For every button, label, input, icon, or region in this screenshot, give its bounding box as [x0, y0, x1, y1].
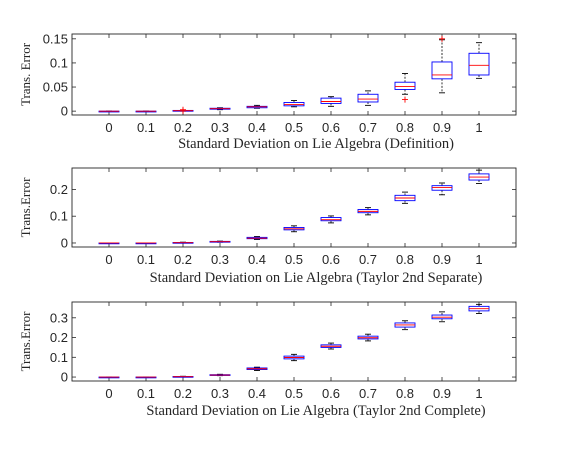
box-0.9 [431, 35, 453, 94]
x-tick-label: 0.8 [396, 386, 414, 401]
chart-panel-2: 0 0.1 0.2 0 0.1 0.2 0.3 0.4 0.5 0.6 0.7 0.8 0.9 1 Stan… [18, 167, 517, 286]
chart-panel-3: 0 0.1 0.2 0.3 0 0.1 0.2 0.3 0.4 0.5 0.6 0.7 0.8 0.9 1 S… [18, 301, 517, 419]
x-tick-label: 0.7 [359, 252, 377, 267]
x-tick-label: 0 [105, 252, 112, 267]
box-1 [468, 303, 490, 314]
x-tick-label: 0.6 [322, 252, 340, 267]
x-axis-label: Standard Deviation on Lie Algebra (Taylo… [146, 403, 485, 419]
outlier-marker [439, 35, 445, 42]
x-tick-label: 0.4 [248, 252, 266, 267]
x-tick-label: 0.7 [359, 120, 377, 135]
chart-panel-1: 0 0.05 0.1 0.15 0 0.1 0.2 0.3 0.4 0.5 0.6 0.7 0.8 0.9… [18, 31, 517, 152]
x-tick-label: 0.1 [137, 120, 155, 135]
iqr-box [468, 52, 490, 76]
x-tick-label: 0.1 [137, 386, 155, 401]
box-0.7 [357, 333, 379, 342]
box-0.4 [246, 236, 268, 240]
iqr-box [320, 97, 342, 104]
box-0.5 [283, 353, 305, 362]
x-tick-label: 0.6 [322, 386, 340, 401]
x-tick-label: 0.2 [174, 120, 192, 135]
x-tick-label: 0.8 [396, 120, 414, 135]
y-tick-label: 0.1 [50, 209, 68, 224]
plot-frame [71, 167, 517, 248]
y-tick-label: 0 [61, 370, 68, 385]
y-axis-label: Trans. Error [18, 42, 33, 106]
box-0.4 [246, 366, 268, 371]
box-0.9 [431, 182, 453, 196]
x-tick-label: 0.3 [211, 120, 229, 135]
box-1 [468, 169, 490, 184]
box-0.3 [209, 240, 231, 243]
x-tick-label: 0.2 [174, 252, 192, 267]
y-tick-label: 0.15 [43, 31, 68, 46]
x-tick-label: 0.7 [359, 386, 377, 401]
x-tick-label: 0.9 [433, 386, 451, 401]
iqr-box [431, 61, 453, 80]
x-tick-label: 0 [105, 120, 112, 135]
x-tick-label: 0.9 [433, 120, 451, 135]
y-tick-label: 0.05 [43, 80, 68, 95]
y-tick-label: 0.1 [50, 55, 68, 70]
y-axis-label: Trans.Error [18, 311, 33, 371]
x-tick-label: 1 [475, 252, 482, 267]
plot-frame [71, 301, 517, 382]
box-0.1 [135, 376, 157, 379]
box-0.9 [431, 311, 453, 323]
outlier-marker [180, 107, 186, 114]
x-tick-label: 0.9 [433, 252, 451, 267]
x-axis-label: Standard Deviation on Lie Algebra (Taylo… [150, 270, 483, 286]
x-tick-label: 0.3 [211, 252, 229, 267]
box-0.3 [209, 107, 231, 111]
y-tick-label: 0.2 [50, 330, 68, 345]
x-tick-label: 0.1 [137, 252, 155, 267]
box-0.4 [246, 104, 268, 109]
y-tick-label: 0 [61, 235, 68, 250]
y-tick-label: 0.3 [50, 310, 68, 325]
x-tick-label: 0.3 [211, 386, 229, 401]
box-0.2 [172, 241, 194, 244]
box-0 [98, 242, 120, 245]
x-tick-label: 0 [105, 386, 112, 401]
box-0.2 [172, 375, 194, 378]
x-tick-label: 0.2 [174, 386, 192, 401]
box-0.8 [394, 320, 416, 331]
y-tick-label: 0.2 [50, 182, 68, 197]
box-0.1 [135, 242, 157, 245]
box-0.5 [283, 225, 305, 233]
box-0.8 [394, 191, 416, 204]
box-0.6 [320, 96, 342, 107]
iqr-box [320, 217, 342, 222]
box-0.8 [394, 73, 416, 103]
y-axis-label: Trans.Error [18, 177, 33, 237]
x-tick-label: 0.4 [248, 120, 266, 135]
box-0 [98, 376, 120, 379]
x-tick-label: 0.8 [396, 252, 414, 267]
x-tick-label: 1 [475, 120, 482, 135]
x-tick-label: 0.6 [322, 120, 340, 135]
x-tick-label: 0.5 [285, 252, 303, 267]
iqr-box [394, 81, 416, 90]
box-0.6 [320, 342, 342, 350]
box-0.7 [357, 207, 379, 216]
box-0.6 [320, 215, 342, 224]
box-0.5 [283, 100, 305, 108]
x-tick-label: 0.5 [285, 386, 303, 401]
box-0.7 [357, 90, 379, 106]
x-tick-label: 1 [475, 386, 482, 401]
outlier-marker [402, 96, 408, 103]
box-0.2 [172, 106, 194, 114]
iqr-box [357, 93, 379, 103]
box-1 [468, 42, 490, 79]
y-tick-label: 0.1 [50, 350, 68, 365]
y-tick-label: 0 [61, 104, 68, 119]
x-tick-label: 0.5 [285, 120, 303, 135]
x-axis-label: Standard Deviation on Lie Algebra (Defin… [178, 136, 454, 152]
box-0 [98, 110, 120, 113]
x-tick-label: 0.4 [248, 386, 266, 401]
box-0.1 [135, 110, 157, 113]
box-0.3 [209, 373, 231, 377]
